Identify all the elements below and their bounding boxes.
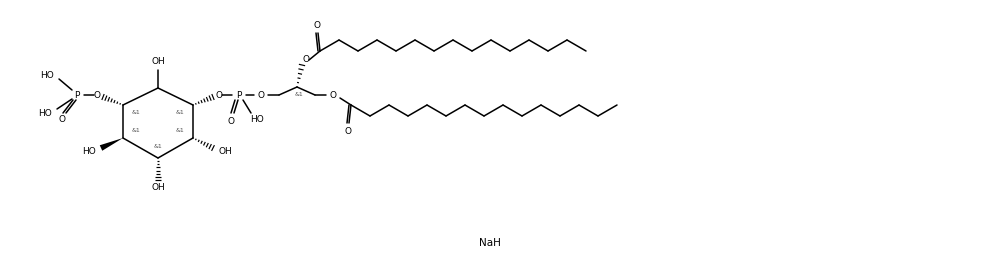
Text: HO: HO xyxy=(250,115,264,124)
Text: &1: &1 xyxy=(175,111,184,115)
Text: O: O xyxy=(93,91,100,99)
Text: OH: OH xyxy=(218,147,232,156)
Text: &1: &1 xyxy=(132,111,141,115)
Text: O: O xyxy=(302,55,309,64)
Text: O: O xyxy=(215,91,223,99)
Text: O: O xyxy=(258,91,265,99)
Text: HO: HO xyxy=(40,70,54,79)
Polygon shape xyxy=(100,138,123,151)
Text: &1: &1 xyxy=(294,93,303,97)
Text: OH: OH xyxy=(151,183,165,192)
Text: HO: HO xyxy=(38,108,52,117)
Text: NaH: NaH xyxy=(479,238,500,248)
Text: P: P xyxy=(74,91,79,99)
Text: &1: &1 xyxy=(154,144,163,149)
Text: O: O xyxy=(313,20,320,29)
Text: &1: &1 xyxy=(132,127,141,132)
Text: O: O xyxy=(58,115,65,124)
Text: O: O xyxy=(329,91,337,99)
Text: OH: OH xyxy=(151,58,165,67)
Text: HO: HO xyxy=(82,147,96,156)
Text: P: P xyxy=(236,91,242,99)
Text: O: O xyxy=(345,126,352,135)
Text: &1: &1 xyxy=(175,127,184,132)
Text: O: O xyxy=(228,117,235,126)
